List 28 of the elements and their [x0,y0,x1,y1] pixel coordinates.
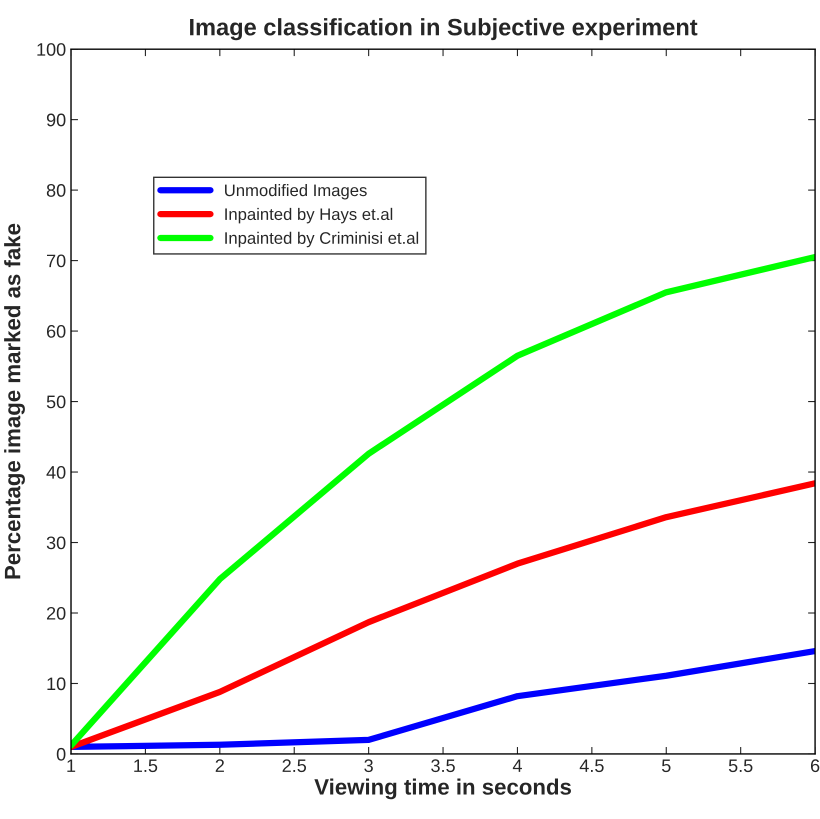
x-tick-label: 5.5 [728,759,752,772]
y-tick-label: 100 [37,43,66,56]
y-axis-title: Percentage image marked as fake [4,224,25,579]
x-tick-label: 2.5 [282,759,306,772]
y-tick-label: 50 [46,395,66,408]
y-tick-label: 40 [46,466,66,479]
x-tick-label: 1.5 [134,759,158,772]
y-tick-label: 70 [46,254,66,268]
x-tick-label: 4 [512,759,522,772]
x-tick-label: 3 [364,759,373,772]
x-tick-label: 2 [216,759,224,772]
x-tick-label: 3.5 [431,759,455,772]
legend-label: Inpainted by Hays et.al [225,208,392,224]
x-tick-label: 4.5 [580,759,604,772]
legend-label: Unmodified Images [225,184,367,200]
legend-label: Inpainted by Criminisi et.al [225,232,418,248]
y-tick-label: 90 [46,114,66,126]
y-tick-label: 0 [56,748,66,761]
y-tick-label: 80 [46,184,66,197]
y-tick-label: 20 [46,606,66,620]
x-tick-label: 1 [67,759,76,772]
x-tick-label: 6 [810,759,820,772]
y-tick-label: 10 [47,677,66,690]
chart-title: Image classification in Subjective experiment [190,18,698,40]
x-tick-label: 5 [662,759,671,772]
y-tick-label: 60 [46,325,66,338]
x-axis-title: Viewing time in seconds [314,778,571,800]
y-tick-label: 30 [46,536,66,550]
